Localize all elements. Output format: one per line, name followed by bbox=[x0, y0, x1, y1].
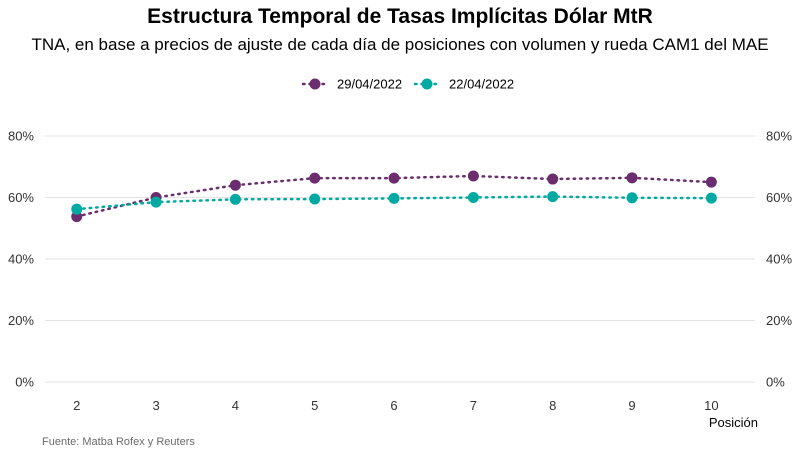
data-point bbox=[309, 172, 321, 184]
series-2 bbox=[71, 191, 717, 215]
y-tick-label-right: 60% bbox=[766, 190, 792, 205]
legend-marker bbox=[421, 78, 433, 90]
x-tick-label: 4 bbox=[232, 398, 239, 413]
y-tick-label-left: 80% bbox=[8, 129, 34, 144]
data-point bbox=[467, 170, 479, 182]
data-point bbox=[229, 179, 241, 191]
x-tick-label: 3 bbox=[152, 398, 159, 413]
y-tick-label-right: 20% bbox=[766, 313, 792, 328]
x-tick-label: 10 bbox=[704, 398, 718, 413]
axis-ticks: 0% 0% 20% 20% 40% 40% 60% 60% 80% 80% 2 3 4 5 6 7 8 9 10 bbox=[8, 129, 792, 414]
data-point bbox=[705, 192, 717, 204]
data-point bbox=[547, 191, 559, 203]
x-tick-label: 7 bbox=[470, 398, 477, 413]
legend-label: 29/04/2022 bbox=[337, 77, 402, 92]
data-point bbox=[626, 192, 638, 204]
y-tick-label-left: 20% bbox=[8, 313, 34, 328]
data-point bbox=[626, 172, 638, 184]
chart-title: Estructura Temporal de Tasas Implícitas … bbox=[147, 5, 653, 28]
gridlines bbox=[45, 135, 755, 383]
legend-item: 22/04/2022 bbox=[413, 77, 514, 92]
legend-marker bbox=[309, 78, 321, 90]
y-tick-label-right: 0% bbox=[766, 375, 785, 390]
data-point bbox=[467, 192, 479, 203]
x-tick-label: 9 bbox=[628, 398, 635, 413]
data-point bbox=[388, 192, 400, 204]
source-note: Fuente: Matba Rofex y Reuters bbox=[42, 436, 195, 448]
data-point bbox=[388, 172, 400, 184]
chart-subtitle: TNA, en base a precios de ajuste de cada… bbox=[31, 35, 769, 54]
data-point bbox=[150, 196, 162, 208]
x-tick-label: 5 bbox=[311, 398, 318, 413]
data-point bbox=[547, 173, 559, 185]
y-tick-label-left: 0% bbox=[15, 375, 34, 390]
x-axis-title: Posición bbox=[709, 415, 758, 430]
x-tick-label: 8 bbox=[549, 398, 556, 413]
y-tick-label-right: 80% bbox=[766, 129, 792, 144]
legend: 29/04/2022 22/04/2022 bbox=[301, 77, 514, 92]
legend-label: 22/04/2022 bbox=[449, 77, 514, 92]
data-point bbox=[705, 176, 717, 188]
x-tick-label: 6 bbox=[390, 398, 397, 413]
x-tick-label: 2 bbox=[73, 398, 80, 413]
y-tick-label-left: 40% bbox=[8, 252, 34, 267]
series-1 bbox=[71, 170, 717, 223]
y-tick-label-right: 40% bbox=[766, 252, 792, 267]
series bbox=[71, 170, 717, 223]
data-point bbox=[229, 193, 241, 205]
y-tick-label-left: 60% bbox=[8, 190, 34, 205]
data-point bbox=[309, 193, 321, 205]
legend-item: 29/04/2022 bbox=[301, 77, 402, 92]
data-point bbox=[71, 203, 83, 215]
